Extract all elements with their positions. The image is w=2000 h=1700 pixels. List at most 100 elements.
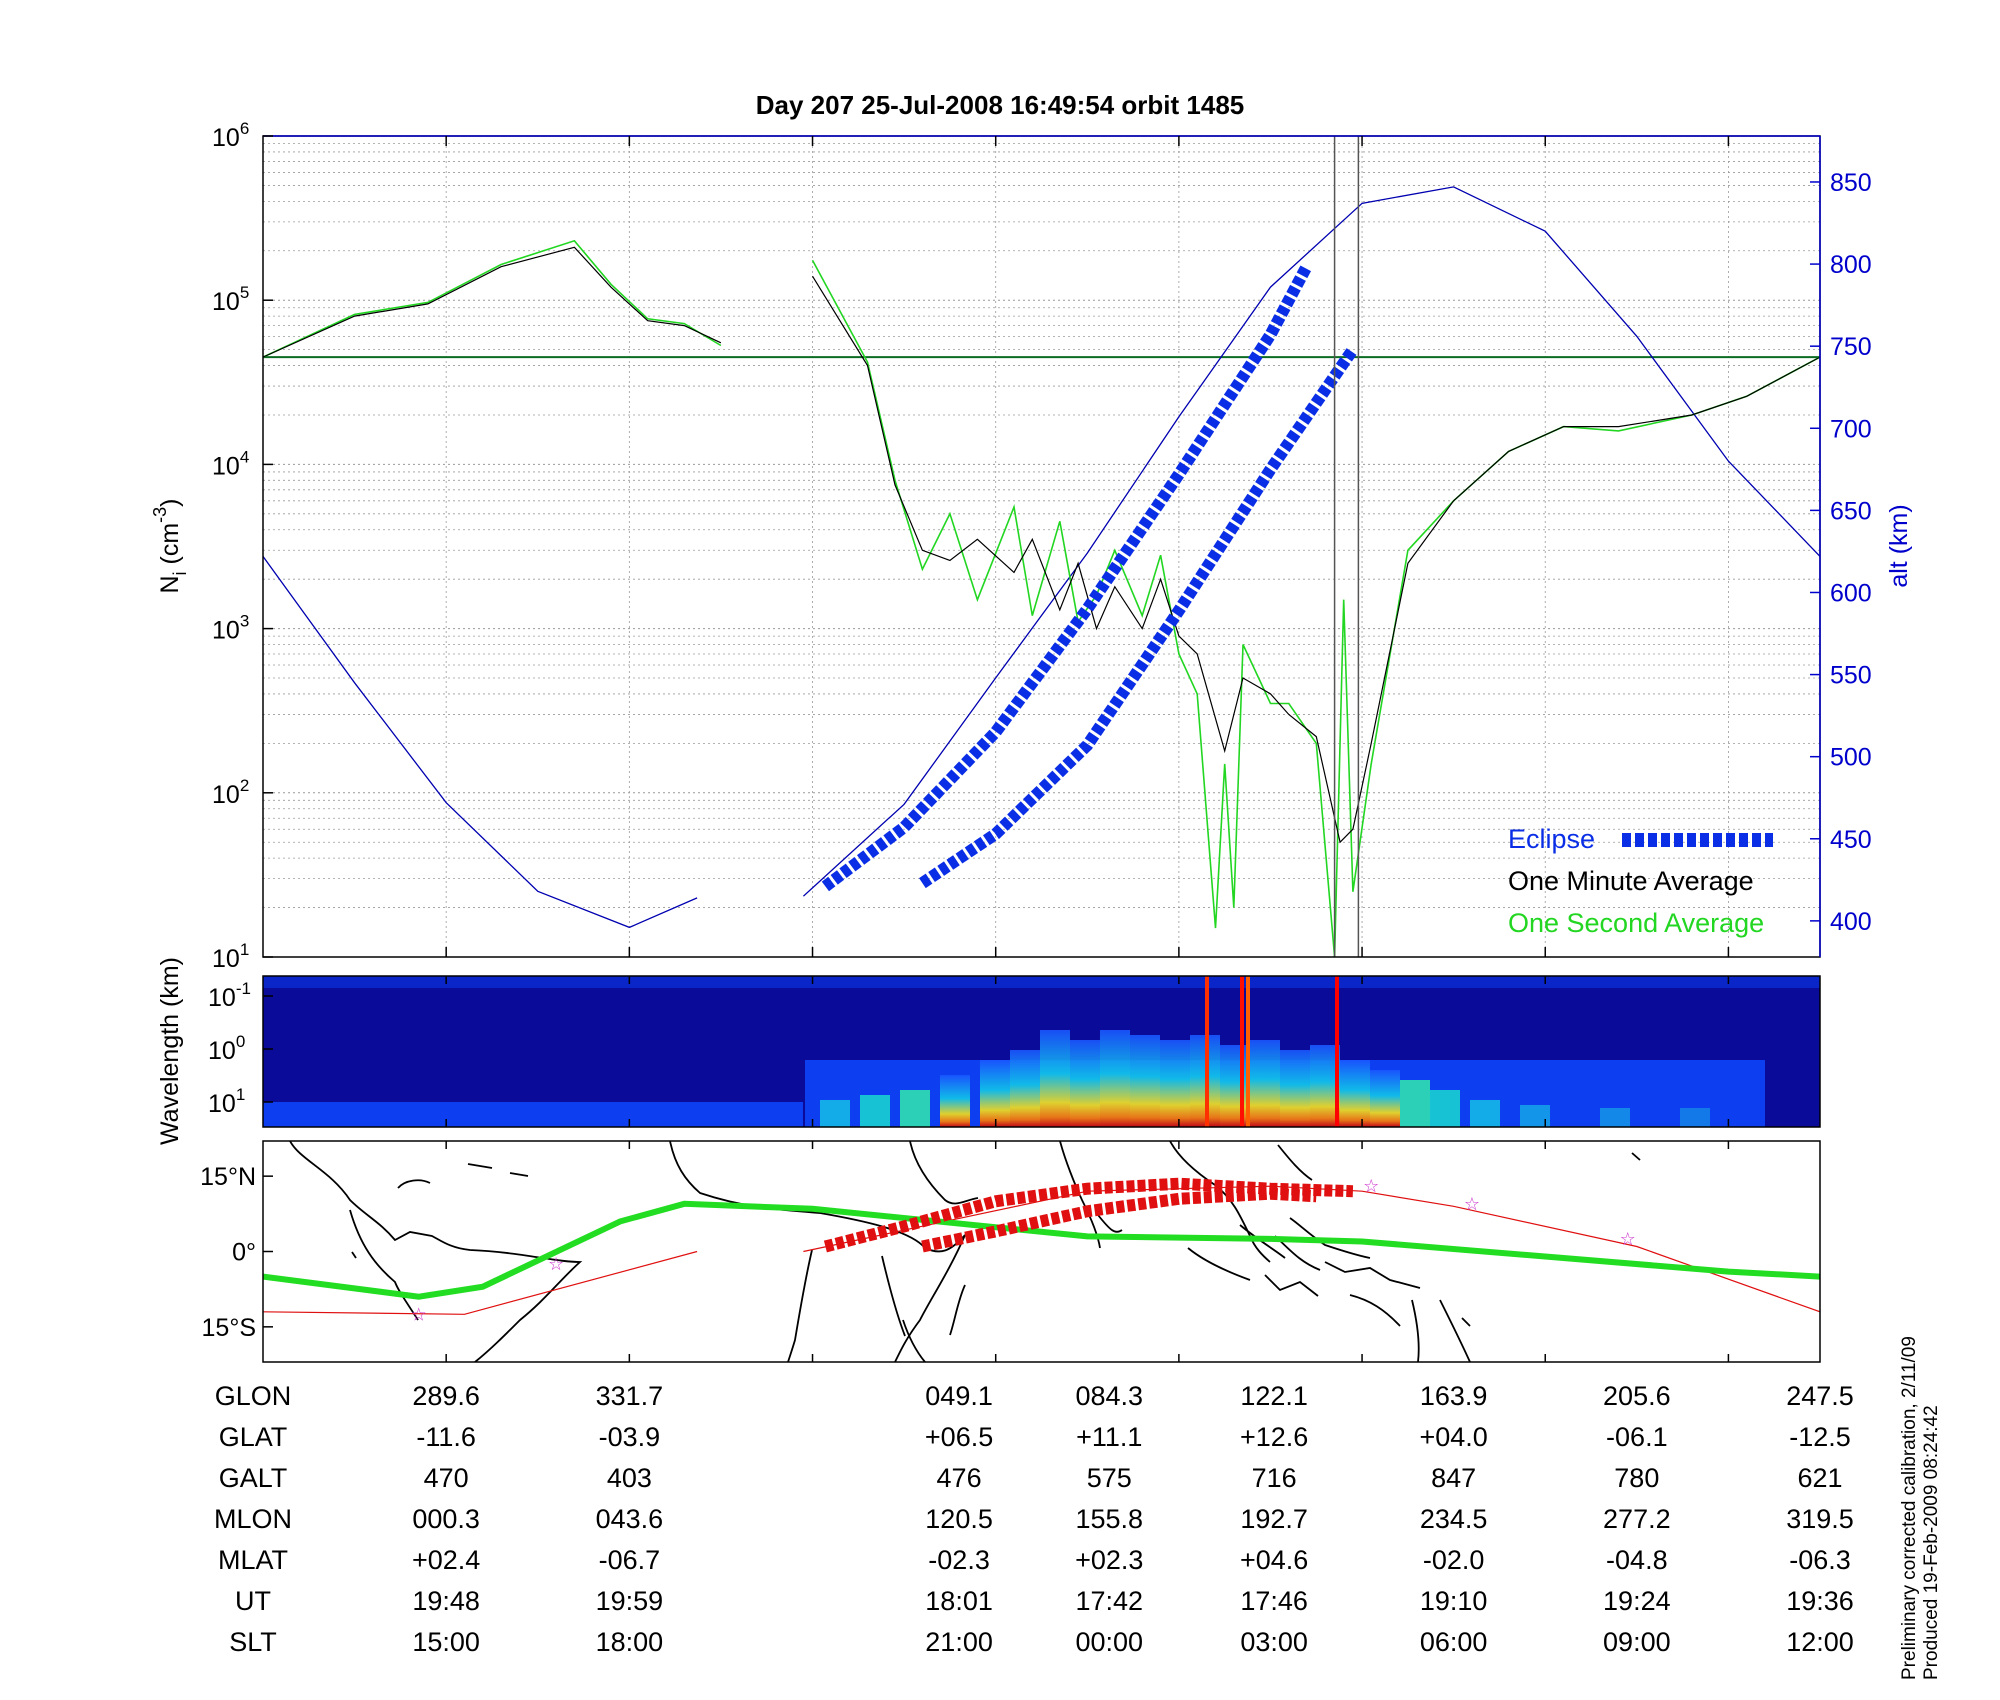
- chart-title: Day 207 25-Jul-2008 16:49:54 orbit 1485: [756, 90, 1245, 120]
- footnotes: Preliminary corrected calibration, 2/11/…: [1899, 1336, 1942, 1680]
- table-cell: 403: [607, 1463, 652, 1493]
- right-tick-label: 450: [1830, 826, 1872, 854]
- right-tick-label: 850: [1830, 169, 1872, 197]
- spectrogram-band: [1160, 1040, 1190, 1127]
- right-tick-label: 800: [1830, 251, 1872, 279]
- spectrogram-spike: [1246, 976, 1250, 1127]
- spec-tick-label: 10-1: [208, 979, 251, 1012]
- altitude-ylabel: alt (km): [1885, 504, 1913, 587]
- table-cell: 18:01: [925, 1586, 993, 1616]
- spectrogram-spike: [1205, 976, 1209, 1127]
- altitude-curve: [263, 556, 698, 929]
- legend: Eclipse One Minute Average One Second Av…: [1508, 824, 1773, 938]
- right-tick-label: 600: [1830, 579, 1872, 607]
- legend-minute-label: One Minute Average: [1508, 866, 1754, 896]
- legend-eclipse-label: Eclipse: [1508, 824, 1595, 854]
- one-minute-average-curve: [811, 275, 1820, 844]
- table-cell: -11.6: [416, 1422, 476, 1452]
- spectrogram-band: [1470, 1100, 1500, 1127]
- star-marker: ☆: [1620, 1229, 1636, 1250]
- legend-second-label: One Second Average: [1508, 908, 1764, 938]
- table-cell: 00:00: [1075, 1627, 1143, 1657]
- right-tick-label: 400: [1830, 908, 1872, 936]
- spectrogram-band: [860, 1095, 890, 1127]
- table-cell: +06.5: [925, 1422, 993, 1452]
- time-marker-lines: [1333, 136, 1360, 957]
- table-cell: 09:00: [1603, 1627, 1671, 1657]
- table-cell: 21:00: [925, 1627, 993, 1657]
- table-row-label: MLAT: [218, 1545, 288, 1575]
- table-row-label: GLAT: [219, 1422, 288, 1452]
- spectrogram-band: [820, 1100, 850, 1127]
- table-cell: 043.6: [596, 1504, 664, 1534]
- right-tick-label: 750: [1830, 333, 1872, 361]
- table-cell: 17:46: [1240, 1586, 1308, 1616]
- table-cell: 575: [1087, 1463, 1132, 1493]
- spectrogram-band: [1430, 1090, 1460, 1127]
- one-minute-average-curve: [263, 246, 722, 358]
- table-cell: 780: [1614, 1463, 1659, 1493]
- table-cell: +04.0: [1419, 1422, 1487, 1452]
- spectrogram-band: [1280, 1050, 1310, 1127]
- spectrogram-y-ticks: 10-1 100 101: [208, 979, 273, 1118]
- coastlines: [289, 1141, 1641, 1362]
- table-cell: 19:10: [1420, 1586, 1488, 1616]
- spectrogram-spike: [1240, 976, 1244, 1127]
- table-cell: 15:00: [412, 1627, 480, 1657]
- star-marker: ☆: [1464, 1194, 1480, 1215]
- table-cell: 000.3: [412, 1504, 480, 1534]
- svg-text:alt (km): alt (km): [1885, 504, 1913, 587]
- spectrogram-band: [1070, 1040, 1100, 1127]
- spec-tick-label: 101: [208, 1085, 245, 1118]
- one-minute-average-line: [263, 246, 1820, 844]
- table-cell: 06:00: [1420, 1627, 1488, 1657]
- svg-text:Ni (cm-3): Ni (cm-3): [150, 498, 190, 593]
- spectrogram-band: [1100, 1030, 1130, 1127]
- table-cell: 120.5: [925, 1504, 993, 1534]
- spectrogram-axes-box: [262, 975, 1821, 1128]
- table-cell: 331.7: [596, 1381, 664, 1411]
- map-tick-label: 15°N: [200, 1163, 256, 1191]
- table-row-label: GLON: [215, 1381, 292, 1411]
- table-cell: 247.5: [1786, 1381, 1854, 1411]
- table-cell: 205.6: [1603, 1381, 1671, 1411]
- map-tick-label: 15°S: [202, 1314, 256, 1342]
- table-cell: 122.1: [1240, 1381, 1308, 1411]
- table-cell: 19:48: [412, 1586, 480, 1616]
- star-marker: ☆: [548, 1254, 564, 1275]
- table-cell: 621: [1797, 1463, 1842, 1493]
- table-cell: +11.1: [1076, 1422, 1142, 1452]
- spectrogram-band: [1130, 1035, 1160, 1127]
- table-row-label: MLON: [214, 1504, 292, 1534]
- table-cell: 19:59: [596, 1586, 664, 1616]
- orbit-parameter-table: GLON 289.6 331.7 049.1 084.3 122.1 163.9 205.6 2…: [214, 1381, 1854, 1657]
- star-marker: ☆: [411, 1304, 427, 1325]
- table-cell: -02.0: [1423, 1545, 1485, 1575]
- table-cell: 847: [1431, 1463, 1476, 1493]
- table-cell: 19:36: [1786, 1586, 1854, 1616]
- table-cell: -02.3: [928, 1545, 990, 1575]
- table-cell: +02.3: [1075, 1545, 1143, 1575]
- table-cell: 084.3: [1075, 1381, 1143, 1411]
- table-cell: +02.4: [412, 1545, 480, 1575]
- table-cell: 277.2: [1603, 1504, 1671, 1534]
- spectrogram-band: [1040, 1030, 1070, 1127]
- altitude-line: [263, 186, 1820, 929]
- table-cell: 049.1: [925, 1381, 993, 1411]
- svg-text:Wavelength (km): Wavelength (km): [156, 957, 184, 1145]
- orbit-track-line: [263, 1200, 1820, 1300]
- spectrogram-ylabel: Wavelength (km): [156, 957, 184, 1145]
- table-cell: 476: [937, 1463, 982, 1493]
- spectrogram-band: [1600, 1108, 1630, 1127]
- density-ylabel: Ni (cm-3): [150, 498, 190, 593]
- spectrogram-band: [1250, 1040, 1280, 1127]
- spectrogram-band: [1680, 1108, 1710, 1127]
- table-cell: -04.8: [1606, 1545, 1668, 1575]
- spectrogram-band: [980, 1060, 1010, 1127]
- altitude-curve: [802, 186, 1820, 897]
- y-tick-label: 103: [212, 612, 249, 645]
- footnote-calibration: Preliminary corrected calibration, 2/11/…: [1899, 1336, 1920, 1680]
- table-cell: -03.9: [599, 1422, 661, 1452]
- spectrogram-spike: [1335, 976, 1339, 1127]
